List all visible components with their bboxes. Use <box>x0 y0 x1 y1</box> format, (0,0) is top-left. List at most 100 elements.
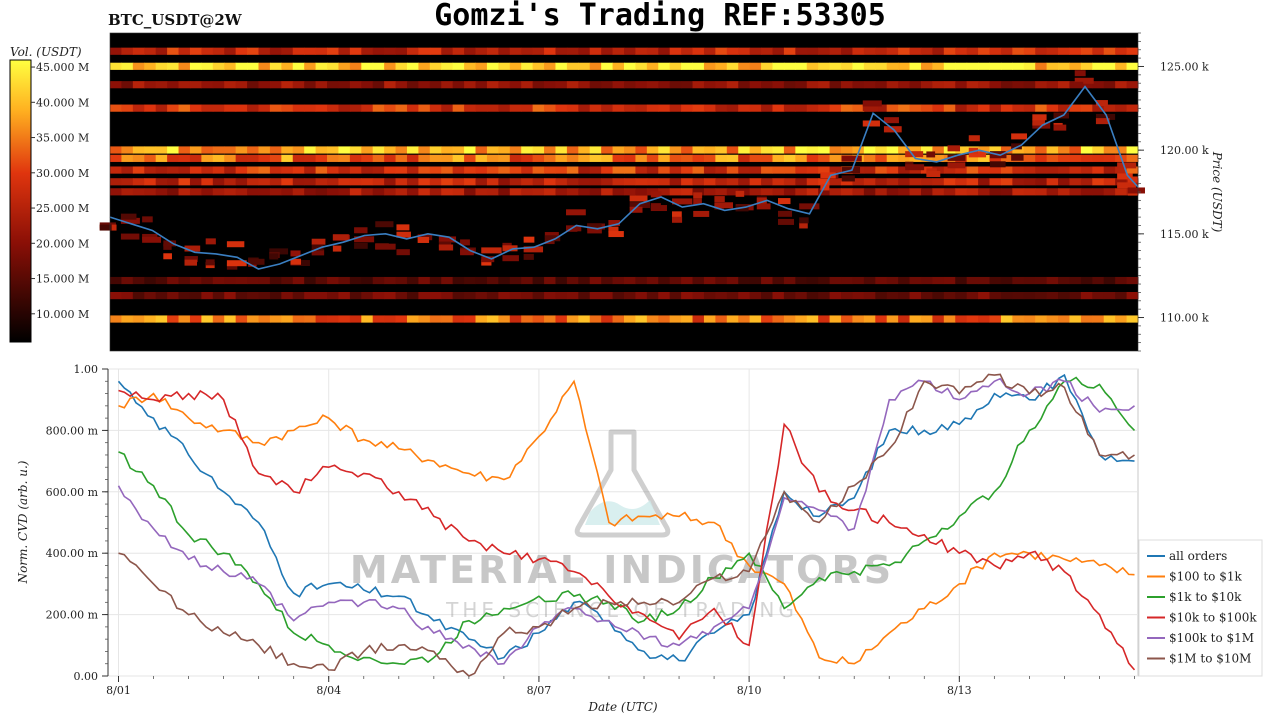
heatmap-cell <box>818 62 831 70</box>
heatmap-cell <box>795 166 808 174</box>
heatmap-cell <box>247 188 259 196</box>
heatmap-cell <box>247 178 259 186</box>
heatmap-cell <box>852 81 865 89</box>
heatmap-cell <box>555 178 568 186</box>
heatmap-cell <box>224 104 237 112</box>
heatmap-cell <box>978 81 991 89</box>
heatmap-cell <box>1012 146 1025 154</box>
heatmap-cell <box>681 315 694 323</box>
heatmap-cell <box>1126 47 1139 55</box>
heatmap-cell <box>498 315 511 323</box>
heatmap-cell <box>110 104 122 112</box>
heatmap-cell <box>1058 154 1070 162</box>
chart-title: Gomzi's Trading REF:53305 <box>434 0 886 33</box>
heatmap-cell <box>989 166 1002 174</box>
heatmap-cell <box>841 188 853 196</box>
heatmap-cell <box>315 315 328 323</box>
heatmap-cell <box>589 188 602 196</box>
heatmap-cell <box>555 154 568 162</box>
heatmap-cell <box>361 154 374 162</box>
heatmap-cell <box>886 292 899 300</box>
heatmap-cell <box>777 198 791 205</box>
heatmap-cell <box>167 146 180 154</box>
heatmap-cell <box>783 81 796 89</box>
legend-item-label[interactable]: $1M to $10M <box>1169 652 1251 666</box>
heatmap-cell <box>349 47 362 55</box>
heatmap-cell <box>818 276 831 285</box>
heatmap-cell <box>429 81 442 89</box>
heatmap-cell <box>521 81 534 89</box>
heatmap-cell <box>875 154 888 162</box>
heatmap-cell <box>1103 315 1116 323</box>
legend-item-label[interactable]: $1k to $10k <box>1169 590 1242 604</box>
heatmap-cell <box>955 146 968 154</box>
heatmap-cell <box>121 166 134 174</box>
legend-item-label[interactable]: all orders <box>1169 549 1227 563</box>
legend-item-label[interactable]: $10k to $100k <box>1169 611 1257 625</box>
heatmap-cell <box>247 81 259 89</box>
heatmap-cell <box>875 146 888 154</box>
heatmap-cell <box>756 203 771 210</box>
heatmap-cell <box>121 292 134 300</box>
heatmap-cell <box>372 154 385 162</box>
heatmap-cell <box>624 154 636 162</box>
cvd-y-tick-label: 400.00 m <box>46 547 99 560</box>
heatmap-cell <box>167 178 180 186</box>
heatmap-cell <box>692 81 705 89</box>
heatmap-cell <box>601 292 614 300</box>
heatmap-cell <box>201 292 214 300</box>
heatmap-cell <box>1058 146 1070 154</box>
heatmap-cell <box>269 166 282 174</box>
heatmap-cell <box>772 146 785 154</box>
heatmap-cell <box>1092 292 1105 300</box>
heatmap-cell <box>978 104 991 112</box>
legend-item-label[interactable]: $100 to $1k <box>1169 570 1242 584</box>
heatmap-cell <box>235 315 248 323</box>
heatmap-cell <box>486 62 499 70</box>
heatmap-cell <box>395 62 408 70</box>
heatmap-cell <box>441 178 454 186</box>
heatmap-cell <box>441 62 454 70</box>
heatmap-cell <box>1103 166 1116 174</box>
heatmap-cell <box>167 154 180 162</box>
heatmap-cell <box>898 154 911 162</box>
heatmap-cell <box>920 276 933 285</box>
heatmap-cell <box>144 104 157 112</box>
heatmap-cell <box>589 178 602 186</box>
heatmap-cell <box>189 188 202 196</box>
heatmap-cell <box>905 164 925 171</box>
heatmap-cell <box>132 154 145 162</box>
heatmap-cell <box>384 62 397 70</box>
heatmap-cell <box>544 104 556 112</box>
heatmap-cell <box>349 178 362 186</box>
heatmap-cell <box>635 47 648 55</box>
heatmap-cell <box>354 227 368 234</box>
heatmap-cell <box>184 256 198 263</box>
flask-liquid <box>585 500 660 525</box>
heatmap-cell <box>464 47 477 55</box>
heatmap-cell <box>1046 292 1059 300</box>
heatmap-cell <box>1127 176 1138 183</box>
heatmap-cell <box>772 178 785 186</box>
heatmap-cell <box>905 151 924 158</box>
heatmap-cell <box>132 47 145 55</box>
heatmap-cell <box>384 188 397 196</box>
heatmap-cell <box>852 146 865 154</box>
legend[interactable]: all orders $100 to $1k $1k to $10k $10k to … <box>1138 539 1263 677</box>
heatmap-cell <box>578 104 591 112</box>
heatmap-cell <box>121 81 134 89</box>
heatmap-cell <box>1000 104 1013 112</box>
heatmap-cell <box>509 292 522 300</box>
heatmap-cell <box>601 104 614 112</box>
heatmap-cell <box>612 276 625 285</box>
legend-item-label[interactable]: $100k to $1M <box>1169 631 1254 645</box>
heatmap-cell <box>1115 81 1128 89</box>
heatmap-cell <box>144 315 157 323</box>
colorbar-tick-label: 30.000 M <box>36 167 89 180</box>
heatmap-cell <box>726 188 739 196</box>
colorbar <box>9 59 32 343</box>
price-line <box>109 85 1139 270</box>
heatmap-cell <box>1058 276 1070 285</box>
heatmap-cell <box>955 292 968 300</box>
heatmap-cell <box>669 146 682 154</box>
